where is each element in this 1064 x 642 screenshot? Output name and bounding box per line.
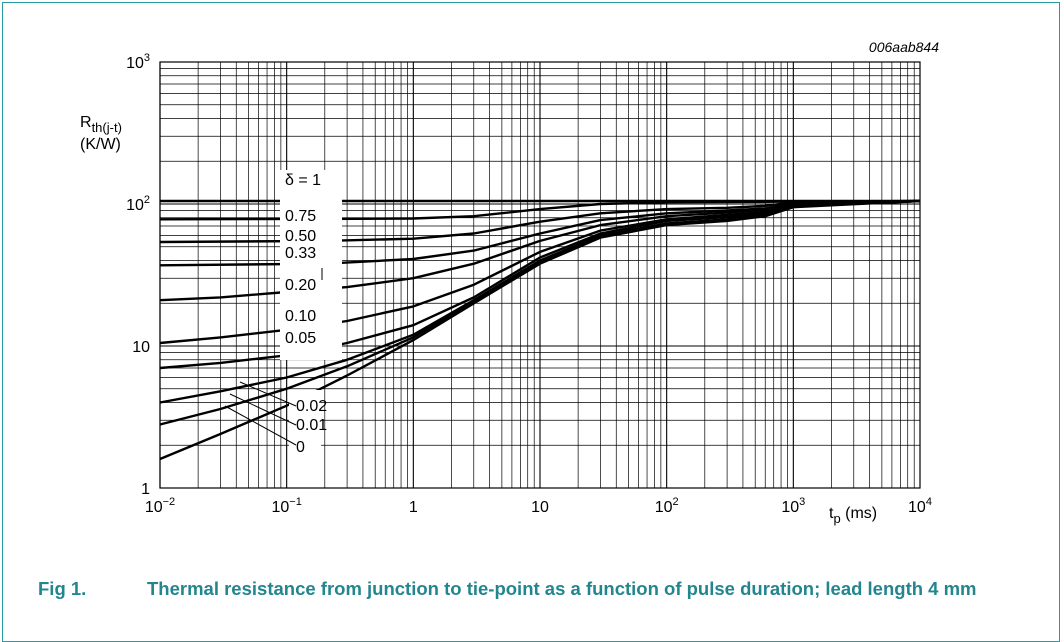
series-label: 0.05 <box>285 330 316 347</box>
y-tick-label: 1 <box>141 481 150 498</box>
label-column-mask <box>280 170 342 360</box>
y-axis-label-main: R <box>80 114 92 131</box>
chart-grid <box>159 62 920 489</box>
y-axis-label: Rth(j-t) <box>80 114 122 135</box>
x-tick-label: 10−2 <box>145 496 175 516</box>
x-tick-label: 1 <box>409 499 418 516</box>
label-leader-line <box>239 381 297 407</box>
label-leader-line <box>224 405 297 446</box>
x-tick-label: 103 <box>781 496 805 516</box>
x-tick-label: 10 <box>531 499 549 516</box>
series-label: 0.20 <box>285 277 316 294</box>
x-tick-label: 102 <box>655 496 679 516</box>
series-line <box>159 199 921 461</box>
figure-code: 006aab844 <box>869 39 939 55</box>
x-axis-label-unit: (ms) <box>841 505 877 522</box>
series-label: δ = 1 <box>285 172 321 189</box>
series-label: 0.02 <box>296 398 327 415</box>
y-axis-label-sub: th(j-t) <box>92 120 122 135</box>
series-label: 0.50 <box>285 228 316 245</box>
x-tick-label: 104 <box>908 496 932 516</box>
x-tick-label: 10−1 <box>271 496 301 516</box>
plot-border <box>159 61 921 489</box>
y-axis-unit: (K/W) <box>80 136 121 153</box>
series-label: 0.75 <box>285 208 316 225</box>
x-axis-label-sub: p <box>833 511 840 526</box>
series-line <box>159 199 921 244</box>
figure-caption-text: Thermal resistance from junction to tie-… <box>147 578 977 599</box>
y-tick-label: 103 <box>126 52 150 72</box>
x-axis-label: tp (ms) <box>829 505 877 526</box>
x-axis-label-main: t <box>829 505 834 522</box>
series-line <box>159 199 921 221</box>
y-tick-label: 102 <box>126 194 150 214</box>
series-label: 0 <box>296 439 305 456</box>
series-label: 0.10 <box>285 308 316 325</box>
y-tick-label: 10 <box>132 339 150 356</box>
label-column-mask <box>289 390 321 462</box>
figure-label: Fig 1. <box>38 578 87 599</box>
label-leader-line <box>229 393 297 426</box>
series-label: 0.33 <box>285 245 316 262</box>
series-label: 0.01 <box>296 417 327 434</box>
